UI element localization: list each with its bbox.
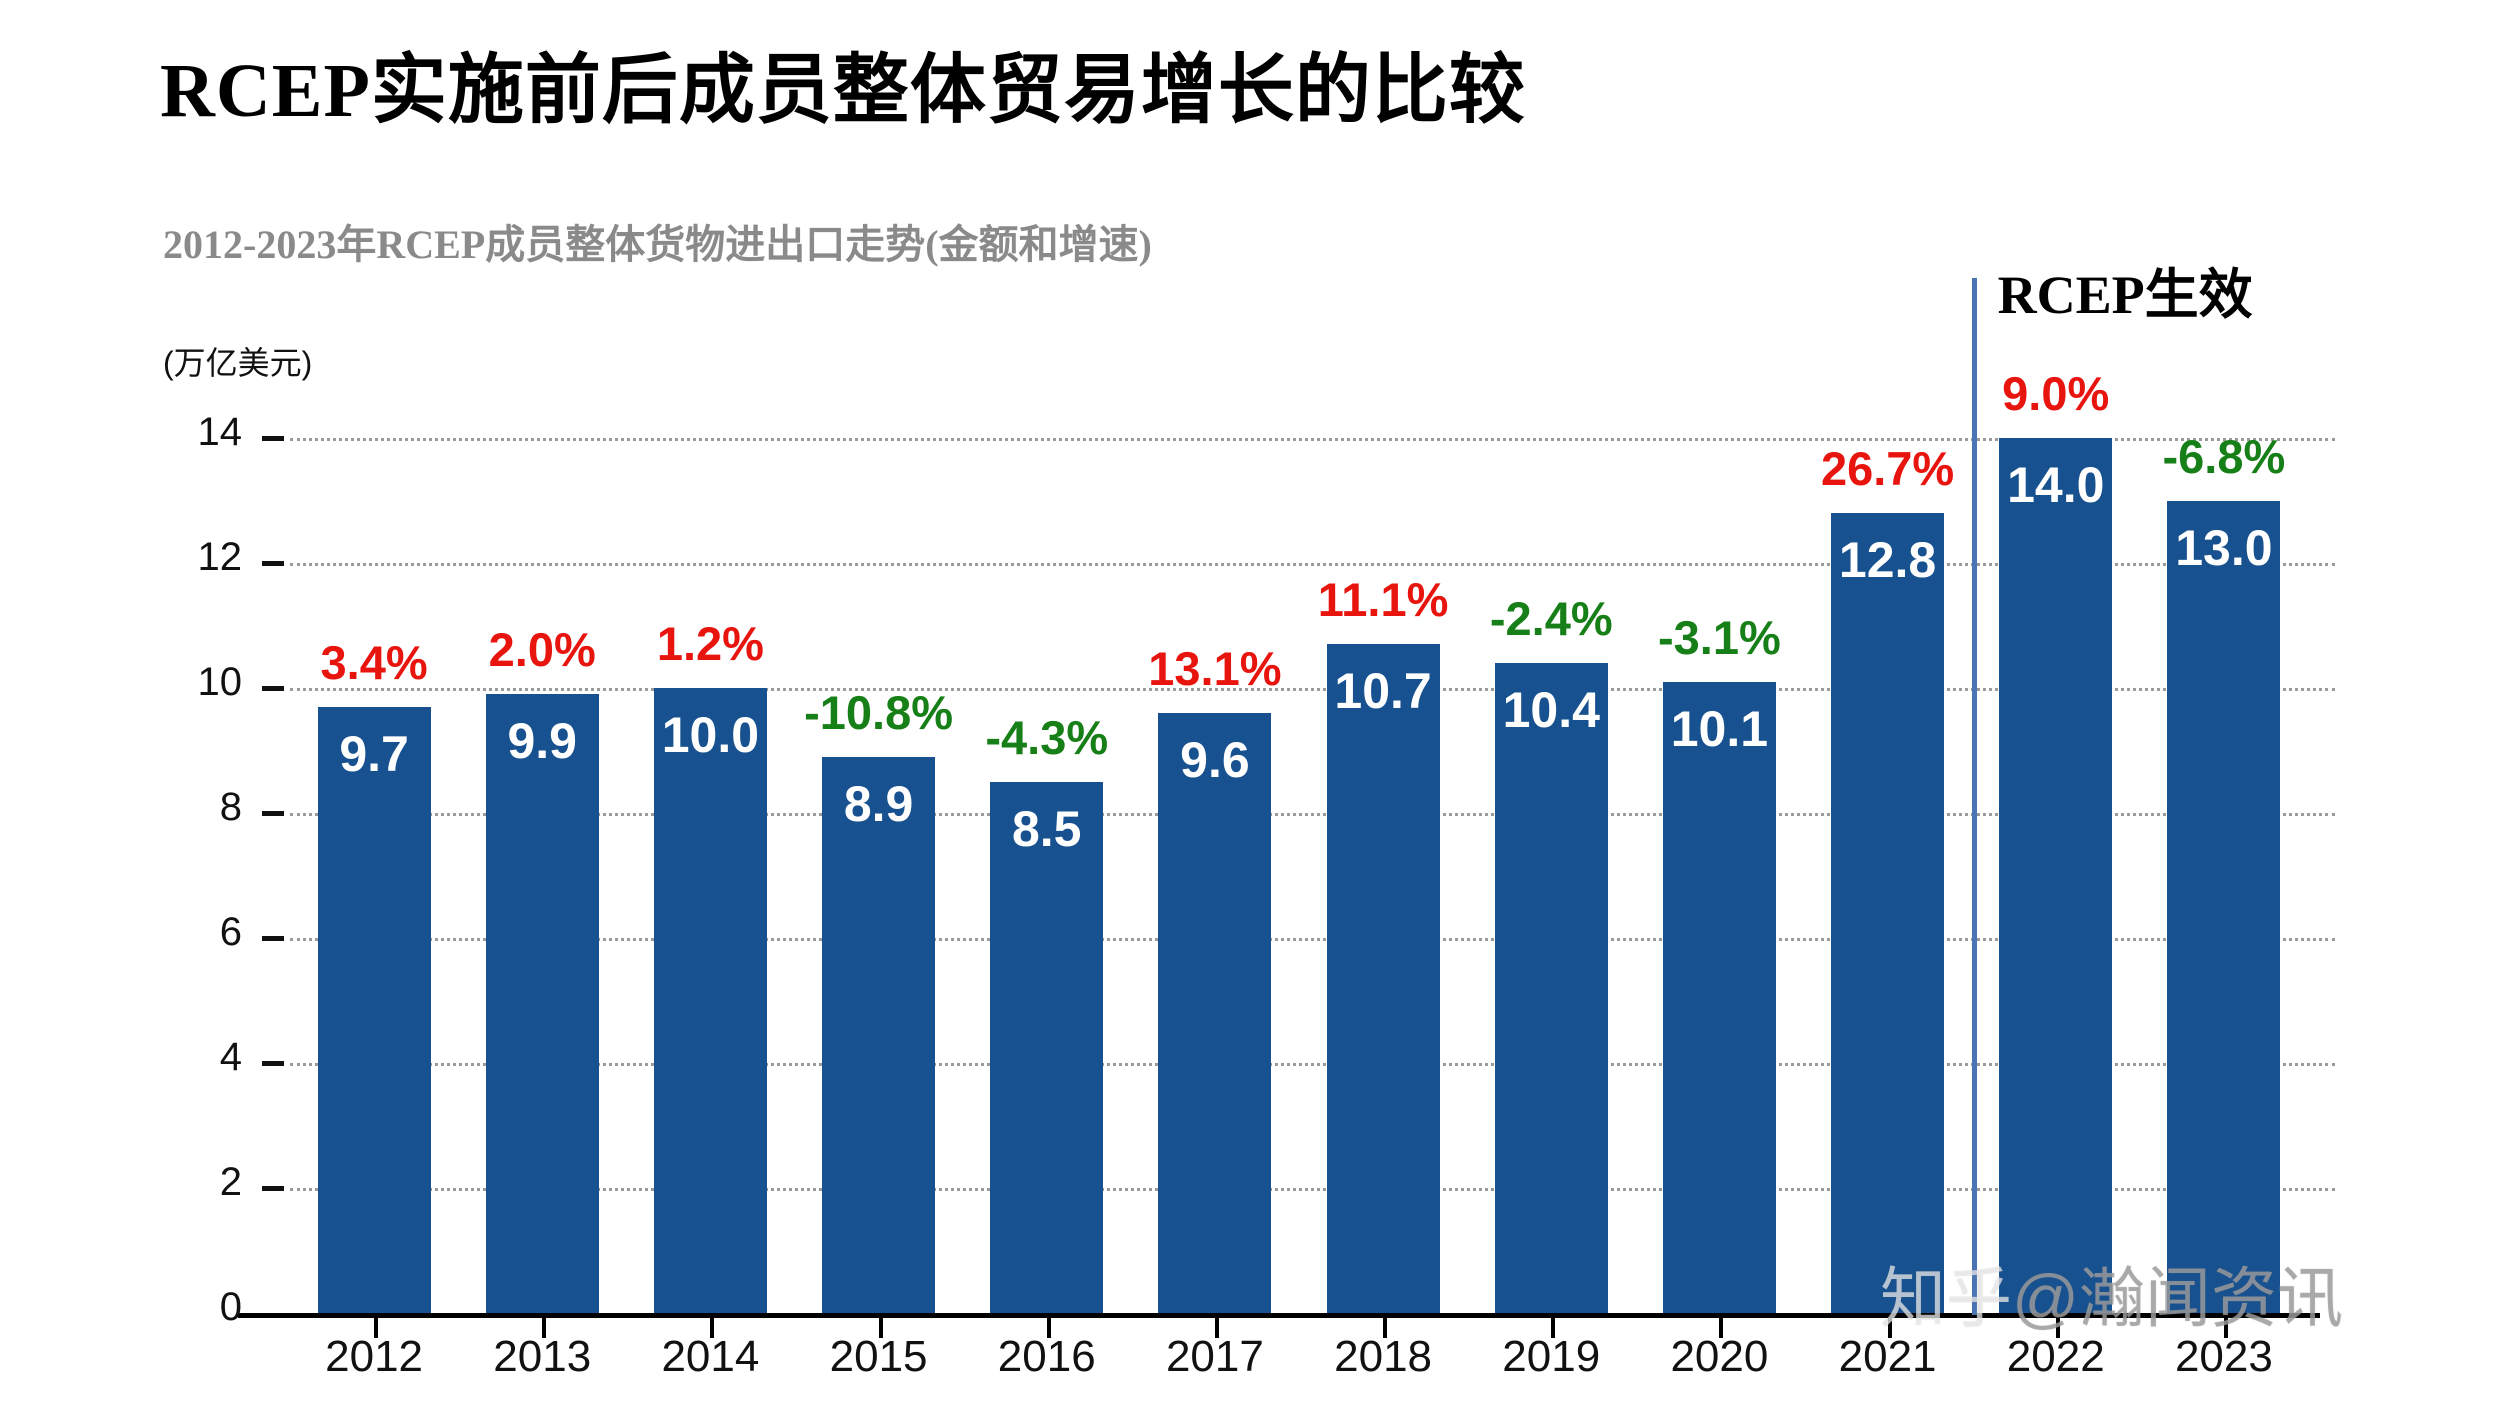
x-axis-tick <box>1383 1318 1388 1338</box>
y-axis-tick <box>262 1061 284 1066</box>
y-axis-tick-label: 8 <box>219 785 242 829</box>
x-axis-tick-label-2020: 2020 <box>1670 1332 1769 1381</box>
bar-2016[interactable] <box>990 781 1104 1313</box>
bar-2014[interactable] <box>653 688 767 1313</box>
x-axis-tick <box>374 1318 379 1338</box>
y-axis-tick-label: 12 <box>197 535 243 579</box>
chart-subtitle: 2012-2023年RCEP成员整体货物进出口走势(金额和增速) <box>163 222 1152 267</box>
bar-value-label-2016: 8.5 <box>1011 800 1082 857</box>
bar-2020[interactable] <box>1662 681 1776 1313</box>
growth-label-2023: -6.8% <box>2162 429 2286 483</box>
x-axis-tick <box>710 1318 715 1338</box>
bar-2015[interactable] <box>822 756 936 1313</box>
y-axis-tick-label: 10 <box>197 660 243 704</box>
bar-value-label-2018: 10.7 <box>1334 663 1432 720</box>
x-axis-tick-label-2013: 2013 <box>493 1332 592 1381</box>
growth-label-2020: -3.1% <box>1658 610 1781 664</box>
x-axis-line <box>238 1313 2320 1318</box>
bar-2018[interactable] <box>1326 644 1440 1313</box>
growth-label-2013: 2.0% <box>488 623 596 677</box>
gridline <box>290 563 2335 566</box>
bar-value-label-2012: 9.7 <box>339 725 409 782</box>
growth-label-2017: 13.1% <box>1148 642 1282 695</box>
y-axis-unit-label: (万亿美元) <box>163 345 313 381</box>
x-axis-tick-label-2019: 2019 <box>1502 1332 1601 1381</box>
x-axis-tick-label-2023: 2023 <box>2174 1332 2273 1381</box>
x-axis-tick-label-2017: 2017 <box>1165 1332 1264 1381</box>
x-axis-tick-label-2012: 2012 <box>325 1332 424 1381</box>
x-axis-tick-label-2015: 2015 <box>829 1332 928 1381</box>
gridline <box>290 813 2335 816</box>
bar-value-label-2017: 9.6 <box>1180 732 1250 788</box>
watermark-brand: 知乎 <box>1880 1261 2012 1335</box>
x-axis-tick-label-2014: 2014 <box>661 1332 760 1381</box>
x-axis-tick <box>1214 1318 1219 1338</box>
bar-2021[interactable] <box>1831 513 1945 1313</box>
y-axis-tick <box>262 436 284 441</box>
bar-2022[interactable] <box>1999 438 2113 1313</box>
bar-value-label-2022: 14.0 <box>2007 457 2105 513</box>
watermark-handle: @瀚闻资讯 <box>2012 1261 2343 1335</box>
x-axis-tick <box>542 1318 547 1338</box>
y-axis-tick-label: 14 <box>197 410 243 454</box>
x-axis-tick <box>1551 1318 1556 1338</box>
x-axis-tick-label-2022: 2022 <box>2006 1332 2105 1381</box>
y-axis-tick <box>262 936 284 941</box>
bar-2012[interactable] <box>317 706 431 1313</box>
bar-2017[interactable] <box>1158 713 1272 1313</box>
growth-label-2015: -10.8% <box>804 685 954 739</box>
growth-label-2018: 11.1% <box>1317 573 1449 627</box>
y-axis-tick-label: 4 <box>219 1035 242 1079</box>
growth-label-2012: 3.4% <box>320 635 428 689</box>
growth-label-2022: 9.0% <box>2002 367 2110 420</box>
page-title: RCEP实施前后成员整体贸易增长的比较 <box>160 49 1526 133</box>
rcep-effective-label: RCEP生效 <box>1997 265 2253 325</box>
y-axis-tick <box>262 1186 284 1191</box>
x-axis-tick-label-2016: 2016 <box>997 1332 1096 1381</box>
gridline <box>290 438 2335 441</box>
gridline <box>290 688 2335 691</box>
gridline <box>290 938 2335 941</box>
growth-label-2019: -2.4% <box>1489 592 1613 645</box>
y-axis-tick <box>262 561 284 566</box>
y-axis-tick <box>262 811 284 816</box>
x-axis-tick <box>878 1318 883 1338</box>
bar-2023[interactable] <box>2167 500 2281 1313</box>
bar-value-label-2023: 13.0 <box>2175 519 2273 576</box>
y-axis-tick-label: 2 <box>219 1160 242 1204</box>
x-axis-tick <box>2223 1318 2228 1338</box>
bar-value-label-2021: 12.8 <box>1838 532 1937 588</box>
bar-value-label-2015: 8.9 <box>843 775 914 832</box>
bar-value-label-2019: 10.4 <box>1502 682 1600 738</box>
rcep-effective-vertical-line <box>1971 278 1977 1315</box>
bar-value-label-2014: 10.0 <box>661 707 760 763</box>
y-axis-tick-label: 0 <box>219 1285 242 1329</box>
x-axis-tick <box>2055 1318 2060 1338</box>
watermark: 知乎@瀚闻资讯 <box>1880 1245 2343 1341</box>
x-axis-tick <box>1719 1318 1724 1338</box>
x-axis-tick-label-2018: 2018 <box>1334 1332 1433 1381</box>
bar-value-label-2013: 9.9 <box>507 713 577 770</box>
bar-2013[interactable] <box>485 694 599 1313</box>
y-axis-tick-label: 6 <box>219 910 242 954</box>
bar-2019[interactable] <box>1494 663 1608 1313</box>
bar-value-label-2020: 10.1 <box>1670 700 1769 757</box>
gridline <box>290 1188 2335 1191</box>
growth-label-2016: -4.3% <box>985 710 1109 764</box>
gridline <box>290 1063 2335 1066</box>
growth-label-2014: 1.2% <box>656 617 764 670</box>
x-axis-tick <box>1887 1318 1892 1338</box>
growth-label-2021: 26.7% <box>1820 442 1955 495</box>
x-axis-tick <box>1046 1318 1051 1338</box>
x-axis-tick-label-2021: 2021 <box>1838 1332 1937 1381</box>
y-axis-tick <box>262 686 284 691</box>
